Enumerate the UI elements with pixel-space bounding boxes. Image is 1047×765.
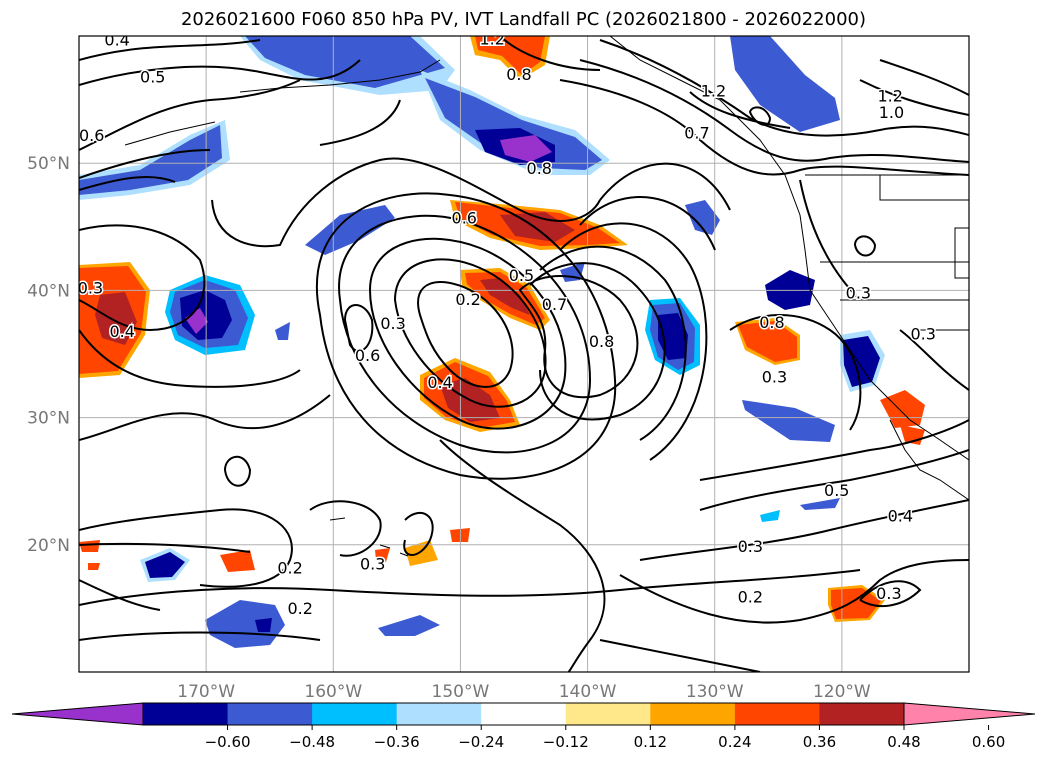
contour-label: 0.3	[78, 279, 103, 298]
contour-label: 0.4	[427, 373, 452, 392]
contour-label: 0.3	[738, 537, 763, 556]
longitude-label: 140°W	[559, 682, 617, 702]
contour-label: 0.4	[888, 506, 913, 525]
contour-label: 0.6	[355, 346, 380, 365]
contour-label: 0.7	[542, 295, 567, 314]
contour-lines	[79, 36, 969, 672]
contour-label: 0.2	[288, 599, 313, 618]
longitude-label: 120°W	[813, 682, 871, 702]
longitude-label: 130°W	[686, 682, 744, 702]
contour-label: 0.3	[876, 584, 901, 603]
colorbar-extend-min	[11, 702, 144, 726]
colorbar-swatch	[481, 703, 567, 725]
colorbar-tick-label: −0.24	[458, 733, 504, 751]
longitude-label: 160°W	[304, 682, 362, 702]
contour-label: 0.6	[452, 209, 477, 228]
contour-label: 0.2	[455, 290, 480, 309]
latitude-label: 20°N	[27, 536, 70, 556]
longitude-labels: 170°W 160°W 150°W 140°W 130°W 120°W	[177, 682, 871, 702]
contour-label: 1.2	[701, 81, 726, 100]
latitude-label: 30°N	[27, 409, 70, 429]
latitude-label: 50°N	[27, 154, 70, 174]
contour-label: 0.7	[684, 123, 709, 142]
coastlines	[124, 36, 969, 557]
contour-label: 0.3	[360, 555, 385, 574]
map-frame	[78, 35, 970, 673]
contour-label: 0.5	[824, 481, 849, 500]
contour-label: 0.3	[380, 314, 405, 333]
colorbar-tick-label: 0.36	[803, 733, 836, 751]
colorbar-tick-label: −0.36	[374, 733, 420, 751]
contour-label: 0.3	[846, 284, 871, 303]
colorbar-tick-label: −0.60	[205, 733, 251, 751]
colorbar-swatch	[396, 703, 482, 725]
contour-label-layer: 0.40.50.61.20.80.71.2 1.21.00.80.60.50.2 0…	[78, 29, 937, 620]
colorbar-swatch	[143, 703, 229, 725]
contour-label: 0.3	[911, 324, 936, 343]
contour-label: 0.2	[738, 588, 763, 607]
colorbar-swatch	[650, 703, 736, 725]
colorbar-tick-label: −0.12	[543, 733, 589, 751]
colorbar-extend-max	[903, 702, 1036, 726]
contour-label: 1.2	[877, 87, 902, 106]
contour-label: 0.4	[104, 31, 129, 50]
contour-label: 1.0	[879, 103, 904, 122]
colorbar-tick-label: 0.12	[634, 733, 667, 751]
colorbar-tick-label: 0.48	[887, 733, 920, 751]
latitude-labels: 50°N 40°N 30°N 20°N	[27, 154, 70, 556]
map-title: 2026021600 F060 850 hPa PV, IVT Landfall…	[180, 9, 867, 30]
contour-label: 0.8	[759, 313, 784, 332]
map-gridlines	[79, 36, 969, 672]
contour-label: 0.8	[506, 65, 531, 84]
colorbar-swatch	[312, 703, 398, 725]
colorbar-tick-label: 0.60	[972, 733, 1005, 751]
contour-label: 0.6	[79, 126, 104, 145]
contour-label: 1.2	[479, 29, 504, 48]
colorbar-tick-label: 0.24	[718, 733, 751, 751]
contour-label: 0.5	[140, 67, 165, 86]
longitude-label: 150°W	[432, 682, 490, 702]
contour-label: 0.8	[589, 332, 614, 351]
colorbar-swatch	[227, 703, 313, 725]
colorbar-swatch	[565, 703, 651, 725]
colorbar-swatch	[819, 703, 905, 725]
contour-label: 0.2	[277, 558, 302, 577]
colorbar-swatch	[734, 703, 820, 725]
contour-label: 0.5	[509, 266, 534, 285]
colorbar: −0.60 −0.48 −0.36 −0.24 −0.12 0.12 0.24 0.36 0.4…	[11, 702, 1036, 751]
contour-label: 0.8	[527, 159, 552, 178]
longitude-label: 170°W	[177, 682, 235, 702]
contour-label: 0.4	[110, 322, 135, 341]
latitude-label: 40°N	[27, 281, 70, 301]
contour-label: 0.3	[762, 368, 787, 387]
colorbar-outline	[142, 702, 905, 726]
colorbar-tick-label: −0.48	[289, 733, 335, 751]
